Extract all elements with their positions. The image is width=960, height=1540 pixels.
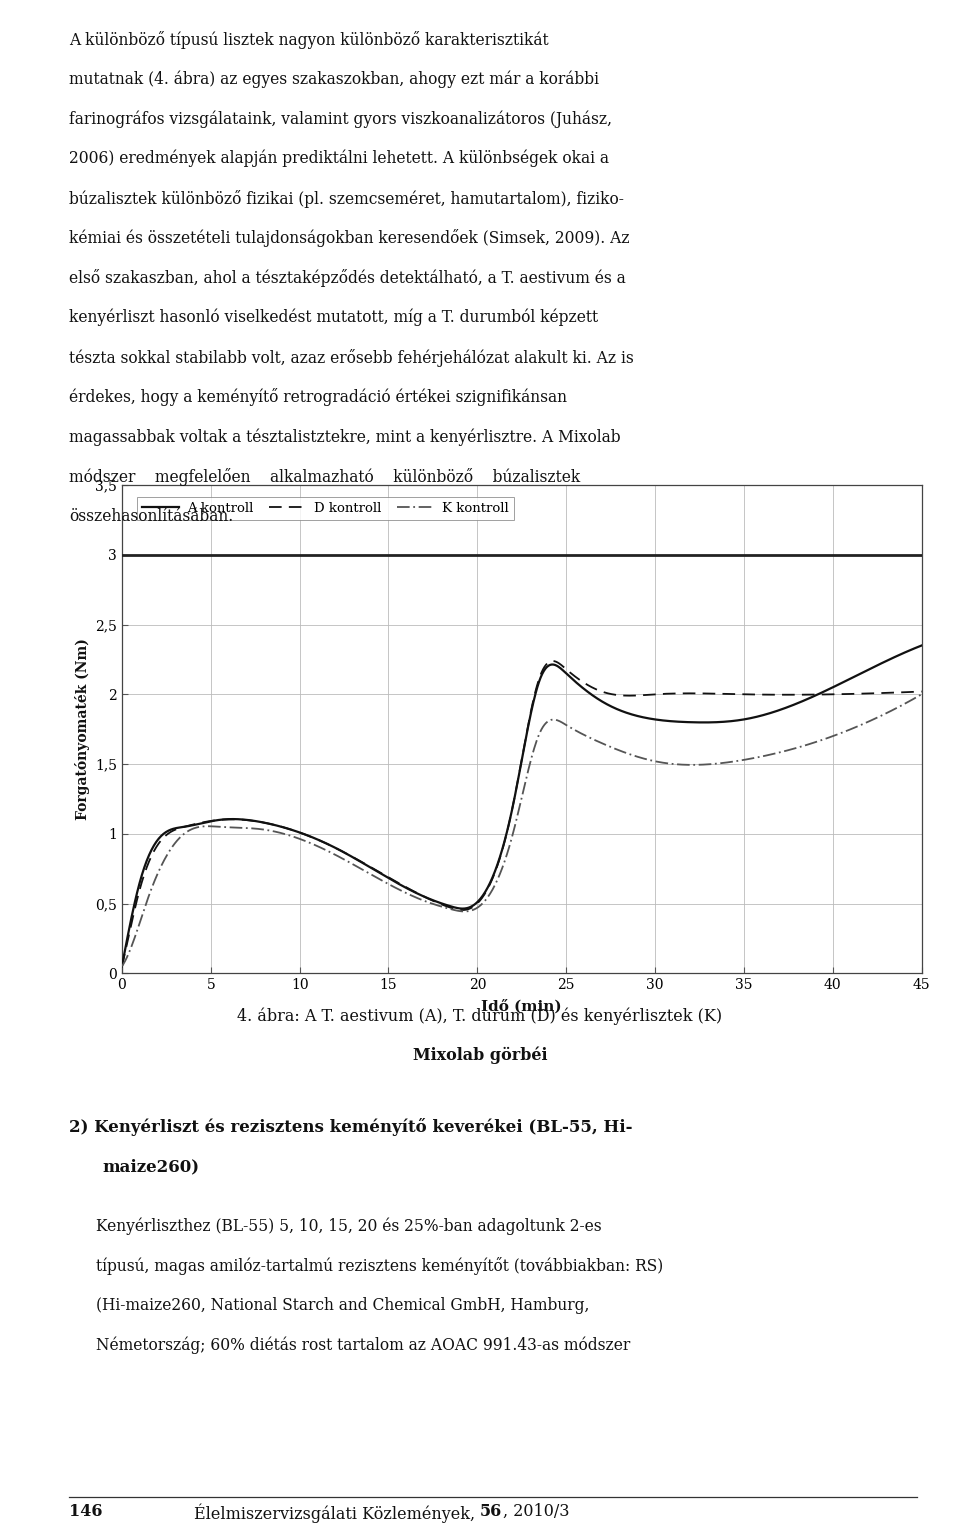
- Text: 146: 146: [69, 1503, 103, 1520]
- Text: típusú, magas amilóz-tartalmú rezisztens keményítőt (továbbiakban: RS): típusú, magas amilóz-tartalmú rezisztens…: [96, 1258, 663, 1275]
- Text: összehasonlításában.: összehasonlításában.: [69, 508, 233, 525]
- Text: 2) Kenyérliszt és rezisztens keményítő keverékei (BL-55, Hi-: 2) Kenyérliszt és rezisztens keményítő k…: [69, 1118, 633, 1137]
- Text: búzalisztek különböző fizikai (pl. szemcseméret, hamutartalom), fiziko-: búzalisztek különböző fizikai (pl. szemc…: [69, 189, 624, 208]
- Text: Élelmiszervizsgálati Közlemények,: Élelmiszervizsgálati Közlemények,: [194, 1503, 480, 1523]
- Y-axis label: Forgatónyomaték (Nm): Forgatónyomaték (Nm): [75, 638, 89, 821]
- Text: kenyérliszt hasonló viselkedést mutatott, míg a T. durumból képzett: kenyérliszt hasonló viselkedést mutatott…: [69, 310, 598, 326]
- Text: maize260): maize260): [103, 1158, 200, 1175]
- Text: A különböző típusú lisztek nagyon különböző karakterisztikát: A különböző típusú lisztek nagyon különb…: [69, 31, 549, 49]
- Text: farinográfos vizsgálataink, valamint gyors viszkoanalizátoros (Juhász,: farinográfos vizsgálataink, valamint gyo…: [69, 111, 612, 128]
- X-axis label: Idő (min): Idő (min): [482, 999, 562, 1013]
- Text: kémiai és összetételi tulajdonságokban keresendőek (Simsek, 2009). Az: kémiai és összetételi tulajdonságokban k…: [69, 229, 630, 248]
- Text: érdekes, hogy a keményítő retrogradáció értékei szignifikánsan: érdekes, hogy a keményítő retrogradáció …: [69, 388, 567, 407]
- Text: 4. ábra: A T. aestivum (A), T. durum (D) és kenyérlisztek (K): 4. ábra: A T. aestivum (A), T. durum (D)…: [237, 1007, 723, 1024]
- Text: Mixolab görbéi: Mixolab görbéi: [413, 1047, 547, 1064]
- Legend: A kontroll, D kontroll, K kontroll: A kontroll, D kontroll, K kontroll: [136, 496, 514, 521]
- Text: magassabbak voltak a tésztalistztekre, mint a kenyérlisztre. A Mixolab: magassabbak voltak a tésztalistztekre, m…: [69, 428, 621, 445]
- Text: 2006) eredmények alapján prediktálni lehetett. A különbségek okai a: 2006) eredmények alapján prediktálni leh…: [69, 149, 609, 168]
- Text: Kenyérliszthez (BL-55) 5, 10, 15, 20 és 25%-ban adagoltunk 2-es: Kenyérliszthez (BL-55) 5, 10, 15, 20 és …: [96, 1218, 602, 1235]
- Text: mutatnak (4. ábra) az egyes szakaszokban, ahogy ezt már a korábbi: mutatnak (4. ábra) az egyes szakaszokban…: [69, 71, 599, 88]
- Text: , 2010/3: , 2010/3: [503, 1503, 569, 1520]
- Text: módszer    megfelelően    alkalmazható    különböző    búzalisztek: módszer megfelelően alkalmazható különbö…: [69, 468, 581, 485]
- Text: 56: 56: [480, 1503, 502, 1520]
- Text: (Hi-maize260, National Starch and Chemical GmbH, Hamburg,: (Hi-maize260, National Starch and Chemic…: [96, 1297, 589, 1314]
- Text: első szakaszban, ahol a tésztaképződés detektálható, a T. aestivum és a: első szakaszban, ahol a tésztaképződés d…: [69, 270, 626, 286]
- Text: Németország; 60% diétás rost tartalom az AOAC 991.43-as módszer: Németország; 60% diétás rost tartalom az…: [96, 1337, 631, 1355]
- Text: tészta sokkal stabilabb volt, azaz erősebb fehérjehálózat alakult ki. Az is: tészta sokkal stabilabb volt, azaz erőse…: [69, 348, 634, 367]
